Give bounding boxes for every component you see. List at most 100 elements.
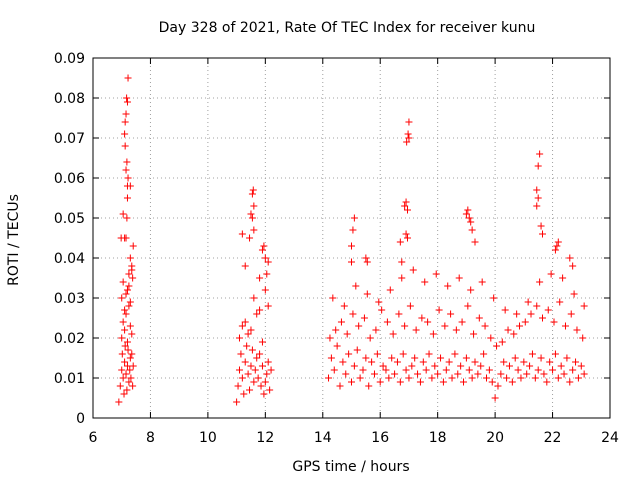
data-point — [363, 290, 371, 298]
data-point — [123, 158, 131, 166]
data-point — [349, 310, 357, 318]
data-point — [398, 274, 406, 282]
data-point — [556, 298, 564, 306]
data-point — [126, 254, 134, 262]
data-point — [402, 198, 410, 206]
data-point — [257, 382, 265, 390]
data-point — [544, 306, 552, 314]
data-point — [561, 322, 569, 330]
data-point — [471, 358, 479, 366]
axis-ticks: 6 8 10 12 14 16 18 20 22 24 0 0.01 0.02 0.03 0.04 0.05 0… — [54, 51, 619, 446]
data-point — [487, 334, 495, 342]
data-point — [386, 286, 394, 294]
data-point — [531, 374, 539, 382]
data-point — [458, 318, 466, 326]
data-point — [348, 378, 355, 386]
data-point — [559, 274, 567, 282]
data-point — [348, 258, 355, 266]
data-point — [468, 226, 476, 234]
data-point — [238, 230, 246, 238]
data-point — [465, 214, 473, 222]
data-point — [121, 142, 129, 150]
x-tick-label: 20 — [486, 430, 504, 446]
data-point — [123, 286, 131, 294]
data-point — [533, 186, 541, 194]
data-point — [117, 234, 125, 242]
data-point — [350, 214, 358, 222]
data-point — [439, 378, 447, 386]
data-point — [539, 314, 547, 322]
data-point — [516, 322, 524, 330]
data-point — [467, 286, 475, 294]
data-point — [442, 366, 450, 374]
data-point — [368, 358, 376, 366]
data-point — [528, 350, 536, 358]
data-point — [125, 378, 133, 386]
data-point — [447, 310, 455, 318]
chart-title: Day 328 of 2021, Rate Of TEC Index for r… — [159, 20, 536, 36]
data-point — [577, 362, 585, 370]
data-point — [408, 362, 416, 370]
data-point — [119, 210, 127, 218]
data-point — [405, 118, 413, 126]
data-point — [266, 386, 274, 394]
data-point — [475, 314, 483, 322]
data-point — [424, 318, 432, 326]
data-point — [511, 354, 519, 362]
data-point — [448, 374, 456, 382]
y-tick-label: 0.01 — [54, 371, 85, 387]
data-point — [419, 358, 427, 366]
data-point — [551, 246, 559, 254]
data-point — [470, 330, 478, 338]
data-point — [125, 270, 133, 278]
data-point — [360, 314, 368, 322]
data-point — [258, 338, 266, 346]
data-point — [398, 258, 406, 266]
data-point — [488, 378, 496, 386]
data-point — [551, 350, 559, 358]
x-tick-label: 12 — [256, 430, 274, 446]
data-point — [412, 326, 420, 334]
data-point — [546, 358, 554, 366]
data-point — [339, 358, 347, 366]
data-point — [124, 346, 132, 354]
data-point — [480, 350, 488, 358]
x-tick-label: 8 — [146, 430, 155, 446]
data-point — [256, 350, 264, 358]
data-point — [388, 354, 396, 362]
data-point — [355, 322, 363, 330]
data-point — [267, 366, 275, 374]
data-point — [263, 370, 271, 378]
data-point — [526, 362, 534, 370]
data-point — [329, 294, 337, 302]
data-point — [115, 398, 123, 406]
data-point — [256, 274, 264, 282]
data-point — [402, 366, 410, 374]
data-point — [370, 370, 378, 378]
data-point — [343, 330, 351, 338]
data-point — [497, 370, 505, 378]
data-point — [121, 306, 129, 314]
x-tick-label: 18 — [429, 430, 447, 446]
plot-frame — [92, 57, 611, 419]
data-point — [513, 310, 521, 318]
data-point — [554, 238, 562, 246]
data-point — [264, 358, 272, 366]
data-point — [385, 374, 393, 382]
data-point — [362, 254, 370, 262]
data-point — [129, 362, 137, 370]
data-point — [539, 230, 547, 238]
data-point — [464, 302, 472, 310]
data-point — [362, 354, 370, 362]
data-point — [536, 278, 544, 286]
data-point — [482, 374, 490, 382]
data-point — [405, 374, 413, 382]
data-point — [421, 278, 429, 286]
data-point — [235, 366, 243, 374]
data-point — [572, 358, 580, 366]
data-point — [125, 302, 133, 310]
data-point — [379, 362, 387, 370]
data-point — [122, 166, 130, 174]
data-point — [246, 386, 254, 394]
data-point — [573, 326, 581, 334]
